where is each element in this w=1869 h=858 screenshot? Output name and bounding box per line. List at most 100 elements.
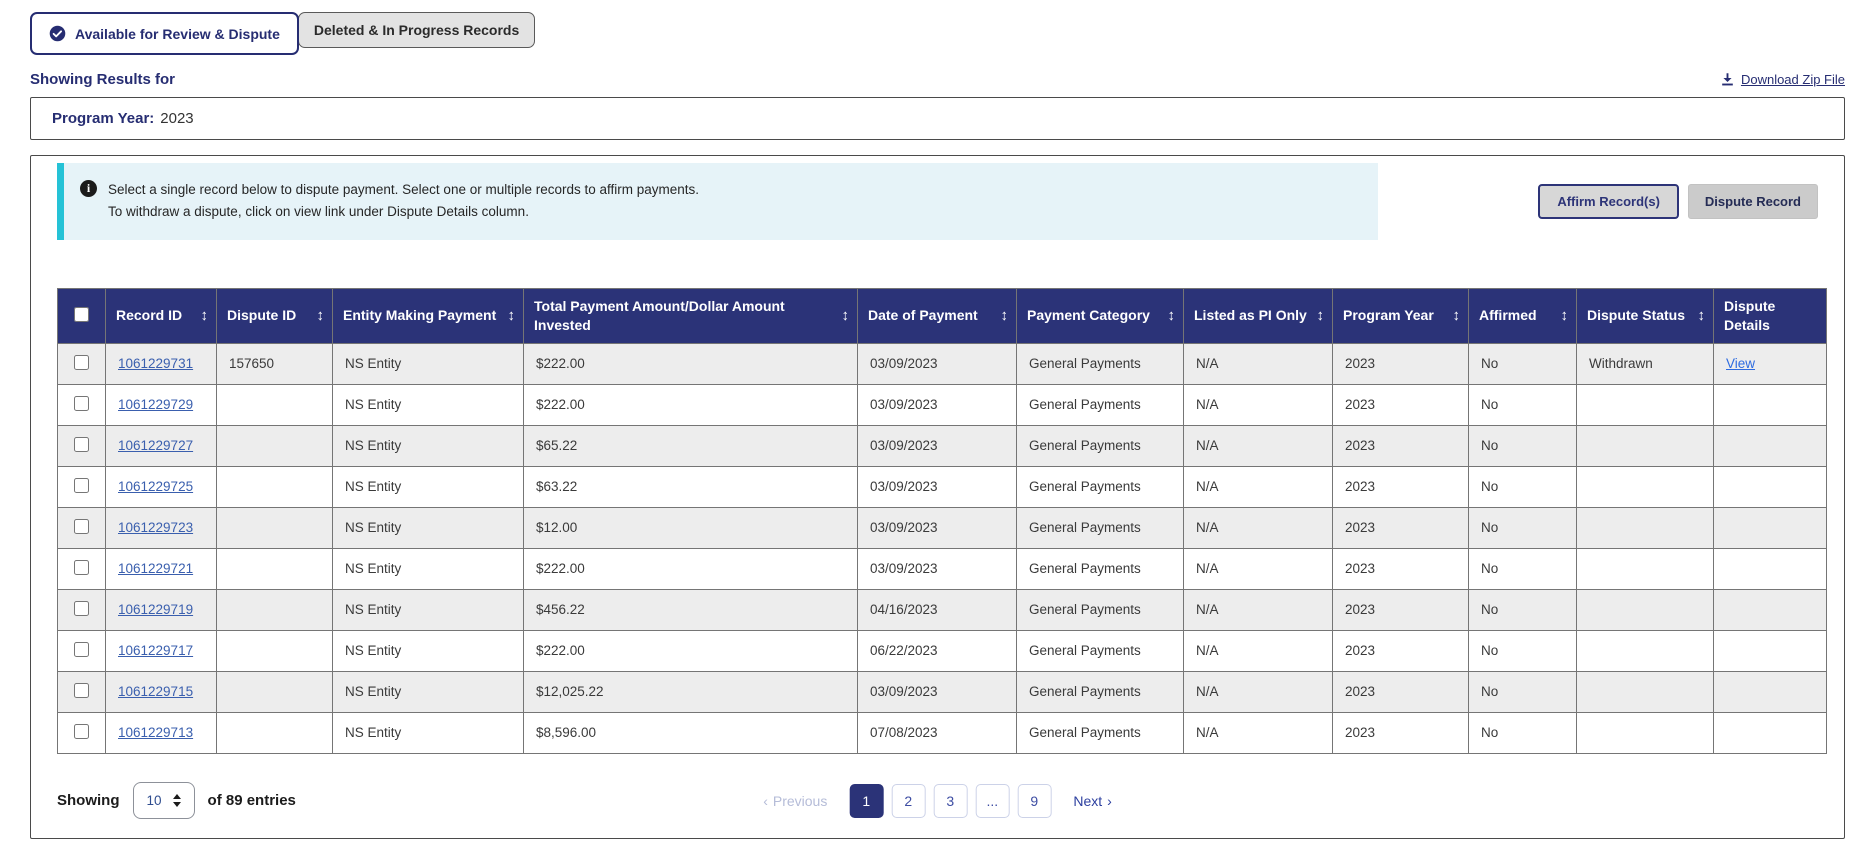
select-all-checkbox[interactable] [74, 307, 89, 322]
record-id-link[interactable]: 1061229729 [118, 397, 193, 412]
cell-record-id: 1061229725 [106, 466, 217, 507]
row-checkbox[interactable] [74, 683, 89, 698]
cell-date: 04/16/2023 [858, 589, 1017, 630]
cell-affirmed: No [1469, 630, 1577, 671]
record-id-link[interactable]: 1061229717 [118, 643, 193, 658]
record-id-link[interactable]: 1061229731 [118, 356, 193, 371]
column-header-record-id[interactable]: Record ID↕ [106, 288, 217, 343]
record-id-link[interactable]: 1061229719 [118, 602, 193, 617]
cell-category: General Payments [1017, 343, 1184, 384]
column-header-dispute-id[interactable]: Dispute ID ↕ [217, 288, 333, 343]
cell-entity: NS Entity [333, 384, 524, 425]
cell-dispute-status [1577, 589, 1714, 630]
record-id-link[interactable]: 1061229721 [118, 561, 193, 576]
row-checkbox[interactable] [74, 396, 89, 411]
cell-dispute-id [217, 589, 333, 630]
record-id-link[interactable]: 1061229713 [118, 725, 193, 740]
cell-amount: $222.00 [524, 548, 858, 589]
action-buttons: Affirm Record(s) Dispute Record [1538, 184, 1818, 219]
sort-icon[interactable]: ↕ [1168, 307, 1178, 324]
sort-icon[interactable]: ↕ [317, 307, 327, 324]
sort-icon[interactable]: ↕ [508, 307, 518, 324]
row-checkbox[interactable] [74, 519, 89, 534]
tab-deleted-in-progress[interactable]: Deleted & In Progress Records [298, 12, 535, 48]
page-button-3[interactable]: 3 [933, 784, 967, 818]
tab-available-for-review-dispute[interactable]: Available for Review & Dispute [30, 12, 299, 55]
column-header-dispute-status[interactable]: Dispute Status ↕ [1577, 288, 1714, 343]
affirm-records-button[interactable]: Affirm Record(s) [1538, 184, 1679, 219]
row-checkbox[interactable] [74, 601, 89, 616]
column-header-date-of-payment[interactable]: Date of Payment↕ [858, 288, 1017, 343]
page-button-2[interactable]: 2 [891, 784, 925, 818]
column-header-label: Entity Making Payment [343, 306, 496, 324]
row-checkbox[interactable] [74, 355, 89, 370]
cell-dispute-details [1714, 630, 1827, 671]
cell-record-id: 1061229721 [106, 548, 217, 589]
cell-program-year: 2023 [1333, 507, 1469, 548]
record-id-link[interactable]: 1061229715 [118, 684, 193, 699]
row-checkbox[interactable] [74, 437, 89, 452]
program-year-label: Program Year: [52, 110, 154, 127]
cell-program-year: 2023 [1333, 343, 1469, 384]
cell-pi-only: N/A [1184, 507, 1333, 548]
row-checkbox[interactable] [74, 478, 89, 493]
cell-affirmed: No [1469, 343, 1577, 384]
check-circle-icon [49, 25, 66, 42]
row-checkbox[interactable] [74, 642, 89, 657]
record-id-link[interactable]: 1061229725 [118, 479, 193, 494]
column-header-listed-as-pi-only[interactable]: Listed as PI Only ↕ [1184, 288, 1333, 343]
cell-affirmed: No [1469, 671, 1577, 712]
record-id-link[interactable]: 1061229727 [118, 438, 193, 453]
next-page-link[interactable]: Next› [1073, 793, 1111, 809]
records-table: Record ID↕Dispute ID↕Entity Making Payme… [57, 288, 1827, 754]
cell-dispute-details [1714, 425, 1827, 466]
page-button-9[interactable]: 9 [1017, 784, 1051, 818]
sort-icon[interactable]: ↕ [842, 307, 852, 324]
column-header-program-year[interactable]: Program Year↕ [1333, 288, 1469, 343]
program-year-value: 2023 [160, 110, 193, 127]
column-header-entity-making-payment[interactable]: Entity Making Payment ↕ [333, 288, 524, 343]
view-dispute-link[interactable]: View [1726, 356, 1755, 371]
cell-entity: NS Entity [333, 589, 524, 630]
sort-icon[interactable]: ↕ [1453, 307, 1463, 324]
download-zip-link[interactable]: Download Zip File [1720, 72, 1845, 87]
column-header-total-payment-amount-dollar-amount-invested[interactable]: Total Payment Amount/Dollar Amount Inves… [524, 288, 858, 343]
sort-icon[interactable]: ↕ [1561, 307, 1571, 324]
cell-dispute-id [217, 548, 333, 589]
table-row: 1061229729NS Entity$222.0003/09/2023Gene… [58, 384, 1827, 425]
sort-icon[interactable]: ↕ [201, 307, 211, 324]
page-button-1[interactable]: 1 [849, 784, 883, 818]
cell-record-id: 1061229731 [106, 343, 217, 384]
previous-page-link[interactable]: ‹Previous [763, 793, 827, 809]
cell-entity: NS Entity [333, 548, 524, 589]
row-checkbox[interactable] [74, 560, 89, 575]
column-header-label: Listed as PI Only [1194, 306, 1307, 324]
row-select-cell [58, 343, 106, 384]
column-header-label: Dispute Status [1587, 306, 1685, 324]
sort-icon[interactable]: ↕ [1317, 307, 1327, 324]
column-header-payment-category[interactable]: Payment Category↕ [1017, 288, 1184, 343]
cell-dispute-id [217, 507, 333, 548]
row-select-cell [58, 507, 106, 548]
page-size-value: 10 [147, 793, 162, 808]
row-checkbox[interactable] [74, 724, 89, 739]
cell-pi-only: N/A [1184, 384, 1333, 425]
tab-label: Available for Review & Dispute [75, 27, 280, 41]
page-size-select[interactable]: 10 [133, 782, 195, 819]
dispute-record-button[interactable]: Dispute Record [1688, 184, 1818, 219]
sort-icon[interactable]: ↕ [1698, 307, 1708, 324]
record-id-link[interactable]: 1061229723 [118, 520, 193, 535]
records-panel: i Select a single record below to disput… [30, 155, 1845, 839]
cell-dispute-details [1714, 712, 1827, 753]
cell-program-year: 2023 [1333, 589, 1469, 630]
cell-entity: NS Entity [333, 343, 524, 384]
cell-dispute-id [217, 466, 333, 507]
cell-affirmed: No [1469, 425, 1577, 466]
cell-date: 06/22/2023 [858, 630, 1017, 671]
sort-icon[interactable]: ↕ [1001, 307, 1011, 324]
cell-record-id: 1061229715 [106, 671, 217, 712]
column-header-affirmed[interactable]: Affirmed↕ [1469, 288, 1577, 343]
column-header-label: Dispute ID [227, 306, 296, 324]
cell-affirmed: No [1469, 384, 1577, 425]
panel-top-row: i Select a single record below to disput… [57, 163, 1818, 240]
